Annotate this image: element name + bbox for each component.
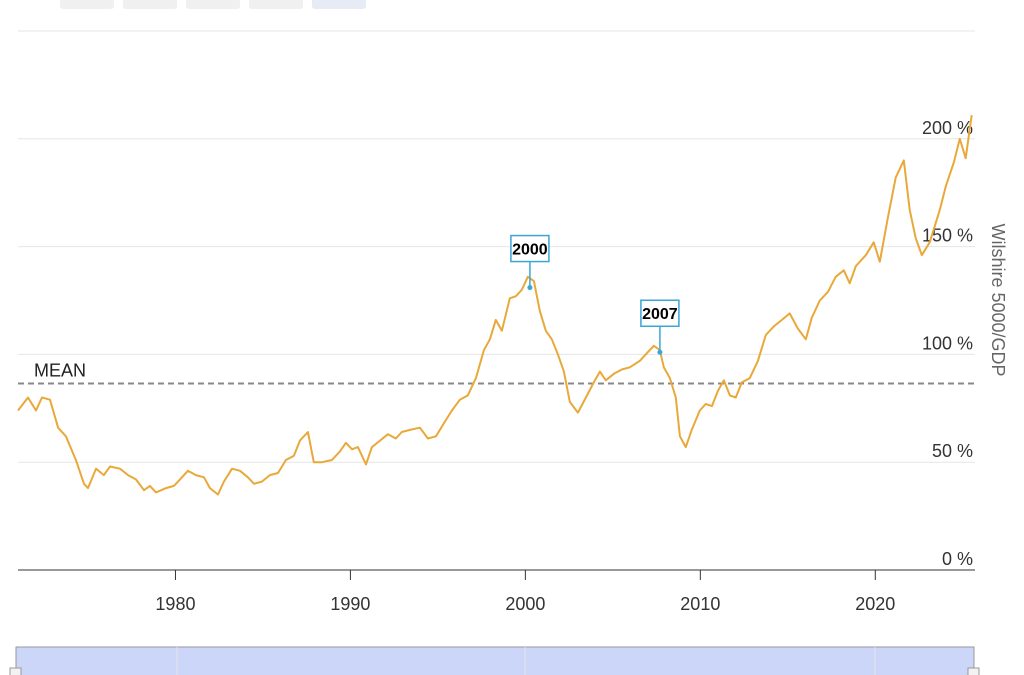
- y-tick-label: 200 %: [922, 118, 973, 138]
- y-tick-label: 0 %: [942, 549, 973, 569]
- range-button[interactable]: [123, 0, 177, 9]
- navigator-mask: [15, 646, 975, 675]
- x-tick-label: 2010: [680, 594, 720, 614]
- range-button[interactable]: [186, 0, 240, 9]
- annotation-box: [510, 234, 550, 263]
- annotation-label: 2007: [642, 306, 678, 323]
- annotation-point: [657, 349, 663, 355]
- y-tick-label: 100 %: [922, 333, 973, 353]
- series-line: [17, 114, 973, 496]
- x-tick-label: 1990: [330, 594, 370, 614]
- annotation-label: 2000: [512, 242, 548, 259]
- range-button[interactable]: [312, 0, 366, 9]
- mean-label: MEAN: [34, 361, 86, 381]
- x-tick-label: 2020: [855, 594, 895, 614]
- x-tick-label: 2000: [505, 594, 545, 614]
- annotation-box: [640, 299, 680, 327]
- range-buttons: [60, 0, 366, 9]
- annotation-point: [527, 285, 533, 291]
- navigator-handle[interactable]: [9, 667, 22, 675]
- navigator: [9, 646, 980, 675]
- range-button[interactable]: [60, 0, 114, 9]
- y-tick-label: 150 %: [922, 226, 973, 246]
- y-tick-label: 50 %: [932, 441, 973, 461]
- y-axis-title: Wilshire 5000/GDP: [988, 223, 1008, 376]
- range-button[interactable]: [249, 0, 303, 9]
- x-tick-label: 1980: [155, 594, 195, 614]
- navigator-handle[interactable]: [967, 667, 980, 675]
